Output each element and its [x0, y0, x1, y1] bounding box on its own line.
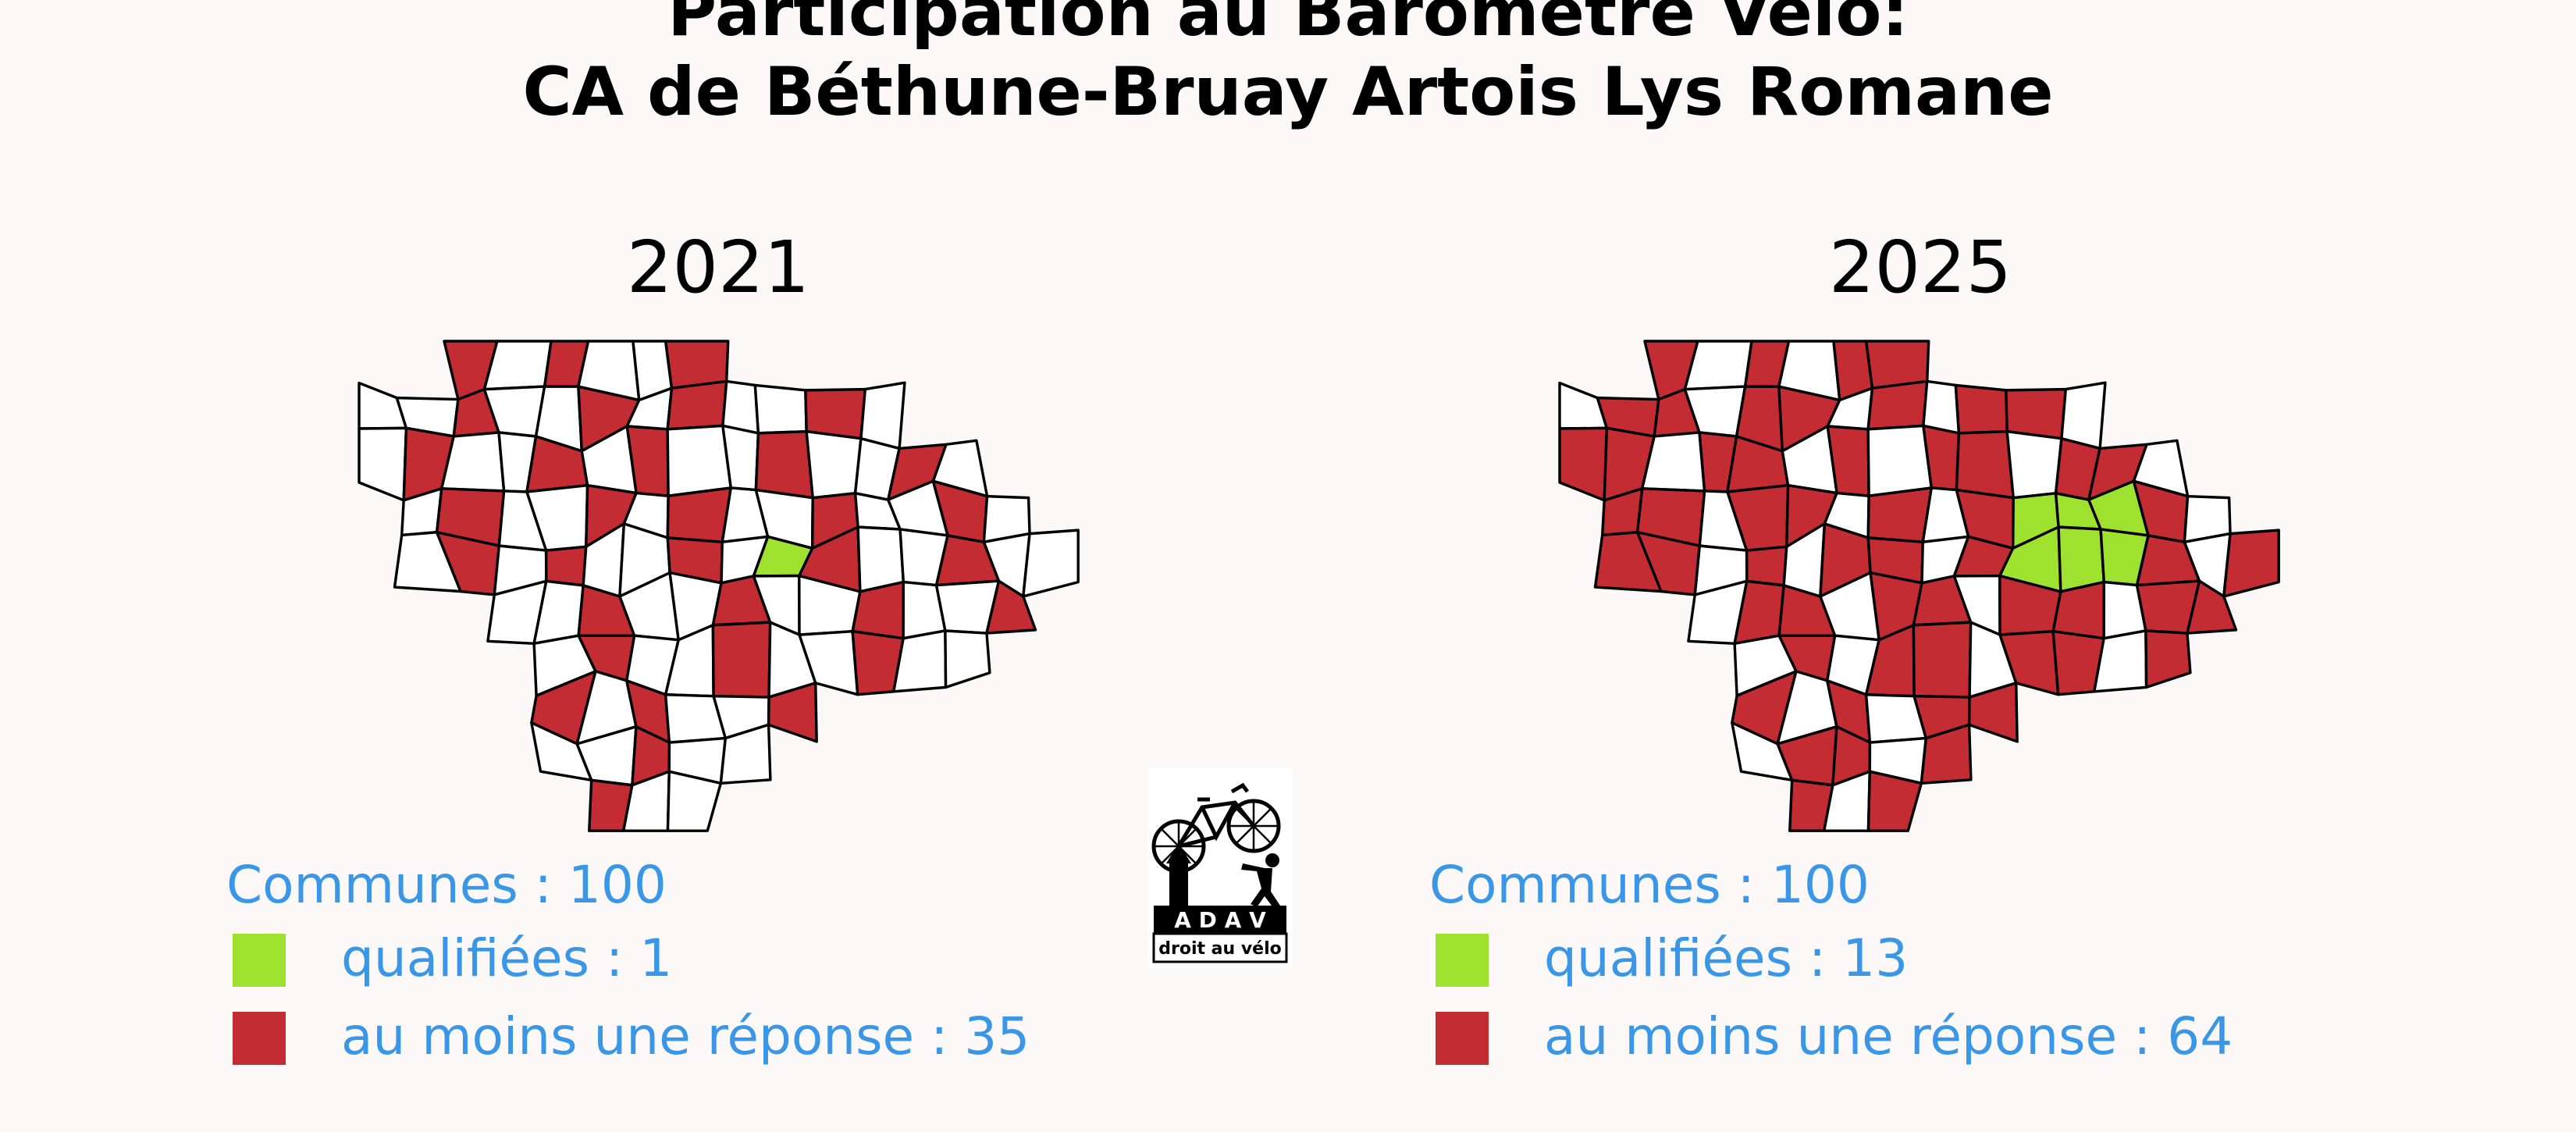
commune-responded	[1955, 429, 2015, 500]
adav-bicycle-logo-icon: A D A V droit au vélo	[1151, 782, 1288, 963]
panel-year-2021: 2021	[626, 226, 810, 309]
commune-responded	[1558, 426, 1609, 502]
commune-responded	[666, 379, 728, 431]
map-title-line2: CA de Béthune-Bruay Artois Lys Romane	[522, 53, 2054, 131]
commune-responded	[985, 579, 1037, 635]
commune-none	[719, 723, 772, 785]
commune-none	[753, 383, 808, 435]
legend-qualified-2021: qualifiées : 1	[341, 928, 673, 988]
commune-none	[1683, 340, 1753, 391]
commune-none	[859, 381, 906, 450]
commune-responded	[711, 621, 772, 699]
commune-none	[2005, 429, 2063, 500]
legend-responded-2025: au moins une réponse : 64	[1544, 1006, 2233, 1066]
commune-responded	[1954, 383, 2008, 435]
legend-swatch-qualified-2021	[233, 934, 286, 987]
legend-communes-2025: Communes : 100	[1429, 855, 1870, 915]
commune-responded	[1912, 621, 1973, 699]
commune-qualified	[2057, 525, 2106, 593]
legend-responded-2021: au moins une réponse : 35	[341, 1006, 1030, 1066]
commune-responded	[754, 429, 814, 500]
commune-responded	[666, 486, 733, 543]
commune-responded	[1745, 545, 1788, 587]
commune-responded	[2222, 529, 2280, 598]
commune-responded	[2051, 580, 2106, 640]
commune-none	[1922, 379, 1961, 435]
commune-responded	[1866, 379, 1929, 431]
commune-none	[482, 340, 553, 391]
legend-communes-2021: Communes : 100	[226, 855, 667, 915]
panel-year-2025: 2025	[1828, 226, 2012, 309]
commune-responded	[544, 545, 588, 587]
adav-logo-bottom-text: droit au vélo	[1158, 939, 1282, 959]
commune-none	[721, 379, 760, 435]
commune-responded	[1866, 770, 1923, 832]
commune-none	[856, 525, 906, 593]
legend-swatch-qualified-2025	[1436, 934, 1489, 987]
commune-responded	[1967, 682, 2019, 743]
commune-none	[1022, 529, 1080, 598]
commune-responded	[1866, 486, 1934, 543]
commune-responded	[767, 682, 818, 743]
commune-responded	[804, 387, 867, 440]
commune-responded	[851, 580, 906, 640]
commune-responded	[2186, 579, 2238, 635]
commune-map-2025	[1558, 340, 2280, 832]
commune-none	[805, 429, 863, 500]
adav-logo-banner	[1154, 906, 1286, 934]
commune-none	[944, 629, 991, 689]
commune-responded	[2005, 387, 2068, 440]
legend-swatch-responded-2021	[233, 1012, 286, 1065]
adav-logo: A D A V droit au vélo	[1147, 768, 1293, 968]
commune-responded	[2144, 629, 2192, 689]
commune-none	[666, 424, 733, 497]
commune-none	[666, 770, 723, 832]
commune-none	[2060, 381, 2107, 450]
commune-map-2021	[358, 340, 1080, 832]
legend-qualified-2025: qualifiées : 13	[1544, 928, 1909, 988]
commune-responded	[1920, 723, 1973, 785]
commune-none	[358, 426, 408, 502]
commune-none	[1866, 424, 1934, 497]
legend-swatch-responded-2025	[1436, 1012, 1489, 1065]
map-title-line1: Participation au Baromètre Vélo:	[667, 0, 1909, 52]
adav-logo-top-text: A D A V	[1174, 907, 1266, 933]
